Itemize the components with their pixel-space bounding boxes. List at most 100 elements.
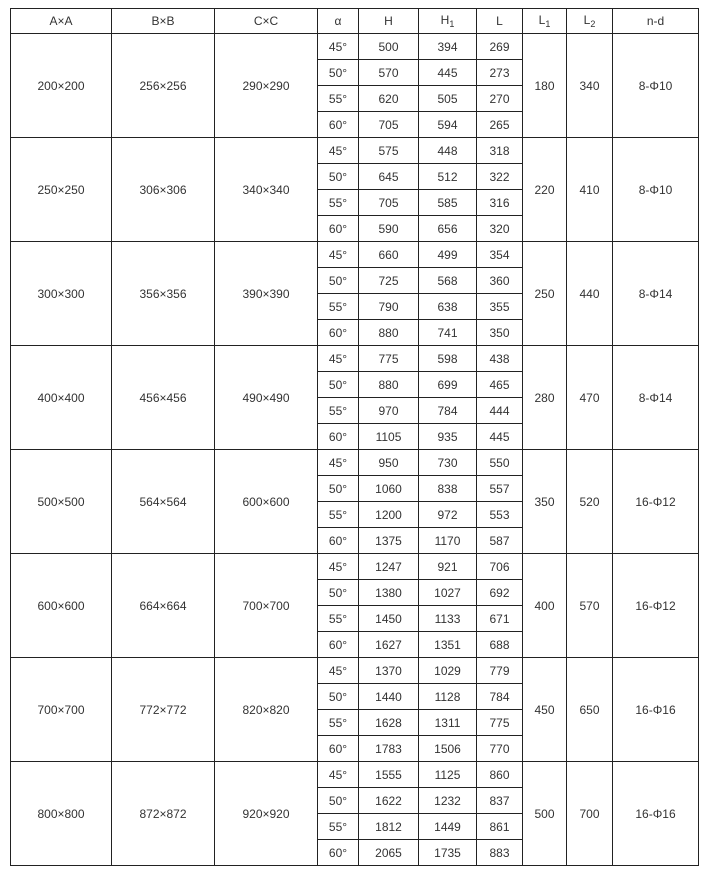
- header-cxc: C×C: [214, 8, 318, 34]
- cell-l1: 400: [522, 553, 567, 658]
- cell-alpha: 50°: [317, 787, 359, 814]
- cell-h1: 730: [418, 449, 477, 476]
- cell-h: 1440: [358, 683, 419, 710]
- table-row: 50° 1060 838 557: [11, 475, 699, 502]
- cell-alpha: 55°: [317, 189, 359, 216]
- cell-l: 444: [476, 397, 523, 424]
- cell-alpha: 60°: [317, 423, 359, 450]
- cell-h1: 1735: [418, 839, 477, 866]
- cell-l1: 220: [522, 137, 567, 242]
- cell-h1: 448: [418, 137, 477, 164]
- cell-h: 1627: [358, 631, 419, 658]
- cell-h: 1060: [358, 475, 419, 502]
- cell-alpha: 45°: [317, 761, 359, 788]
- cell-h1: 784: [418, 397, 477, 424]
- header-alpha: α: [317, 8, 359, 34]
- cell-h: 1375: [358, 527, 419, 554]
- table-row: 50° 645 512 322: [11, 163, 699, 190]
- cell-alpha: 60°: [317, 319, 359, 346]
- cell-l: 265: [476, 111, 523, 138]
- header-h: H: [358, 8, 419, 34]
- header-row: A×A B×B C×C α H H1 L L1 L2 n-d: [10, 8, 699, 34]
- cell-l1: 450: [522, 657, 567, 762]
- cell-cxc: 700×700: [214, 553, 318, 658]
- cell-alpha: 55°: [317, 605, 359, 632]
- cell-alpha: 45°: [317, 241, 359, 268]
- cell-l1: 250: [522, 241, 567, 346]
- header-axa: A×A: [10, 8, 112, 34]
- cell-h: 1555: [358, 761, 419, 788]
- cell-h: 1200: [358, 501, 419, 528]
- cell-h: 790: [358, 293, 419, 320]
- cell-l: 270: [476, 85, 523, 112]
- cell-h1: 1351: [418, 631, 477, 658]
- table-row: 50° 1380 1027 692: [11, 579, 699, 606]
- cell-l: 320: [476, 215, 523, 242]
- cell-h: 575: [358, 137, 419, 164]
- cell-l: 273: [476, 59, 523, 86]
- cell-l: 688: [476, 631, 523, 658]
- cell-alpha: 45°: [317, 345, 359, 372]
- cell-axa: 600×600: [10, 553, 112, 658]
- cell-axa: 300×300: [10, 241, 112, 346]
- table-row: 600×600 664×664 700×700 45° 1247 921 706 400 570…: [10, 553, 699, 658]
- cell-h1: 585: [418, 189, 477, 216]
- cell-axa: 800×800: [10, 761, 112, 866]
- cell-axa: 200×200: [10, 33, 112, 138]
- cell-axa: 700×700: [10, 657, 112, 762]
- cell-h1: 1311: [418, 709, 477, 736]
- cell-h1: 656: [418, 215, 477, 242]
- cell-h1: 598: [418, 345, 477, 372]
- cell-alpha: 45°: [317, 449, 359, 476]
- cell-bxb: 564×564: [111, 449, 215, 554]
- cell-l: 770: [476, 735, 523, 762]
- cell-l: 465: [476, 371, 523, 398]
- cell-l: 318: [476, 137, 523, 164]
- header-l2: L2: [566, 8, 613, 34]
- cell-alpha: 55°: [317, 709, 359, 736]
- cell-alpha: 55°: [317, 501, 359, 528]
- cell-axa: 400×400: [10, 345, 112, 450]
- cell-nd: 8-Φ10: [612, 137, 699, 242]
- dimension-table: A×A B×B C×C α H H1 L L1 L2 n-d 200×200 25…: [10, 8, 699, 866]
- cell-cxc: 490×490: [214, 345, 318, 450]
- cell-alpha: 45°: [317, 137, 359, 164]
- cell-alpha: 50°: [317, 59, 359, 86]
- cell-l: 861: [476, 813, 523, 840]
- cell-h1: 972: [418, 501, 477, 528]
- cell-h: 705: [358, 111, 419, 138]
- cell-l: 553: [476, 501, 523, 528]
- cell-h1: 741: [418, 319, 477, 346]
- table-row: 50° 1622 1232 837: [11, 787, 699, 814]
- cell-l2: 650: [566, 657, 613, 762]
- cell-l: 269: [476, 33, 523, 60]
- cell-cxc: 920×920: [214, 761, 318, 866]
- table-row: 55° 705 585 316: [11, 189, 699, 216]
- table-row: 60° 1783 1506 770: [11, 735, 699, 762]
- cell-alpha: 45°: [317, 33, 359, 60]
- cell-nd: 8-Φ10: [612, 33, 699, 138]
- cell-h: 775: [358, 345, 419, 372]
- cell-alpha: 50°: [317, 579, 359, 606]
- table-row: 50° 570 445 273: [11, 59, 699, 86]
- table-row: 55° 1628 1311 775: [11, 709, 699, 736]
- cell-h1: 1027: [418, 579, 477, 606]
- cell-h1: 505: [418, 85, 477, 112]
- cell-h: 1247: [358, 553, 419, 580]
- cell-alpha: 55°: [317, 397, 359, 424]
- cell-l: 350: [476, 319, 523, 346]
- cell-alpha: 55°: [317, 293, 359, 320]
- cell-h1: 699: [418, 371, 477, 398]
- cell-h1: 445: [418, 59, 477, 86]
- cell-nd: 16-Φ16: [612, 657, 699, 762]
- cell-h1: 1506: [418, 735, 477, 762]
- cell-h1: 1125: [418, 761, 477, 788]
- cell-l: 322: [476, 163, 523, 190]
- table-row: 50° 725 568 360: [11, 267, 699, 294]
- cell-h: 880: [358, 371, 419, 398]
- cell-nd: 16-Φ16: [612, 761, 699, 866]
- cell-l: 692: [476, 579, 523, 606]
- cell-l: 445: [476, 423, 523, 450]
- table-row: 55° 790 638 355: [11, 293, 699, 320]
- header-l: L: [476, 8, 523, 34]
